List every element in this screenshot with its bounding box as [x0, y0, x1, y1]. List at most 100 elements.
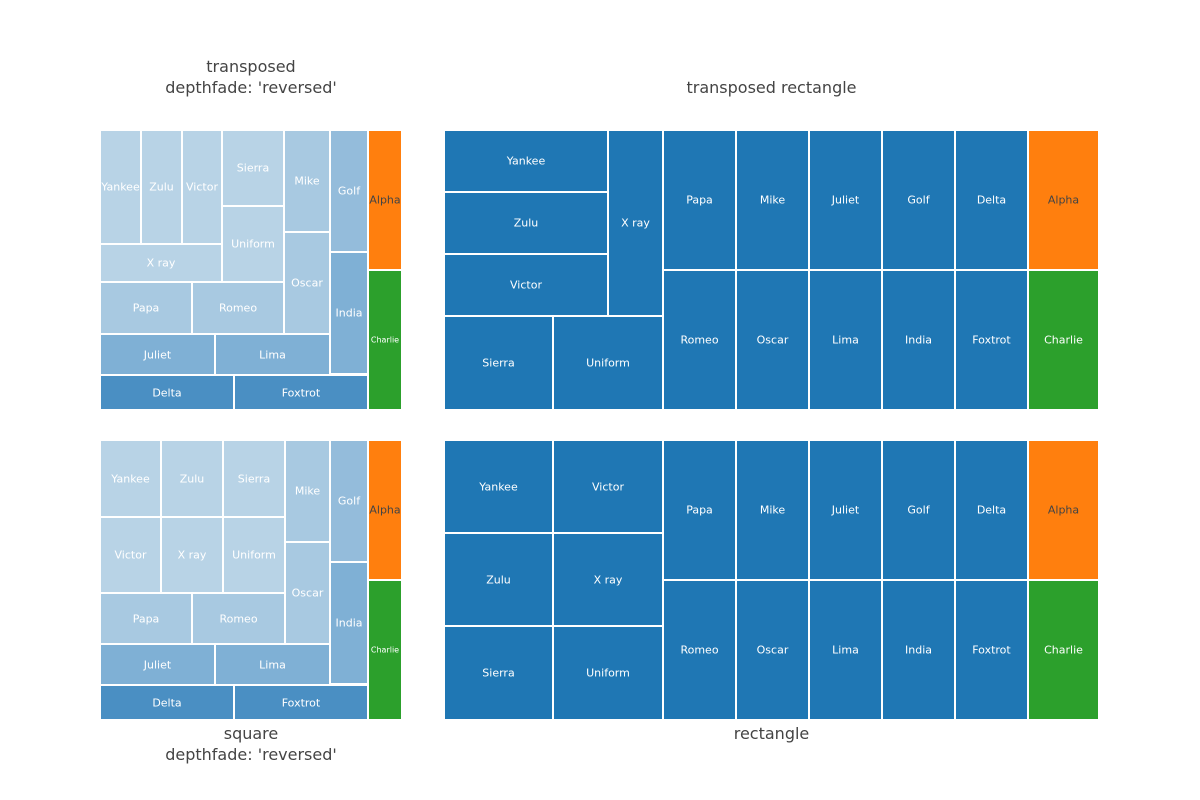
- treemap-tile-label: Lima: [259, 658, 286, 671]
- treemap-tile-mike[interactable]: Mike: [736, 440, 809, 580]
- treemap-tile-zulu[interactable]: Zulu: [444, 192, 608, 254]
- treemap-tile-romeo[interactable]: Romeo: [663, 270, 736, 410]
- treemap-tile-charlie[interactable]: Charlie: [1028, 580, 1099, 720]
- treemap-tile-foxtrot[interactable]: Foxtrot: [234, 685, 368, 720]
- treemap-tile-india[interactable]: India: [330, 252, 368, 374]
- treemap-tile-oscar[interactable]: Oscar: [736, 270, 809, 410]
- chart-title-top-left-line1: transposed: [206, 57, 296, 76]
- treemap-tile-delta[interactable]: Delta: [955, 440, 1028, 580]
- treemap-tile-sierra[interactable]: Sierra: [223, 440, 285, 517]
- treemap-tile-oscar[interactable]: Oscar: [284, 232, 330, 334]
- treemap-tile-uniform[interactable]: Uniform: [553, 626, 663, 720]
- treemap-tile-juliet[interactable]: Juliet: [809, 440, 882, 580]
- treemap-tile-alpha[interactable]: Alpha: [1028, 440, 1099, 580]
- treemap-tile-india[interactable]: India: [882, 580, 955, 720]
- treemap-tile-juliet[interactable]: Juliet: [100, 334, 215, 375]
- treemap-tile-papa[interactable]: Papa: [100, 593, 192, 644]
- treemap-tile-delta[interactable]: Delta: [100, 375, 234, 410]
- treemap-tile-foxtrot[interactable]: Foxtrot: [955, 270, 1028, 410]
- treemap-tile-label: Uniform: [586, 356, 630, 370]
- treemap-tile-yankee[interactable]: Yankee: [100, 130, 141, 244]
- treemap-tile-golf[interactable]: Golf: [330, 440, 368, 562]
- treemap-tile-label: Charlie: [1044, 643, 1083, 657]
- treemap-tile-lima[interactable]: Lima: [215, 644, 330, 685]
- treemap-tile-juliet[interactable]: Juliet: [809, 130, 882, 270]
- treemap-tile-yankee[interactable]: Yankee: [444, 130, 608, 192]
- chart-title-top-right: transposed rectangle: [444, 77, 1099, 98]
- treemap-tile-x-ray[interactable]: X ray: [608, 130, 663, 316]
- treemap-tile-label: Golf: [337, 494, 361, 508]
- treemap-tile-papa[interactable]: Papa: [100, 282, 192, 334]
- treemap-tile-uniform[interactable]: Uniform: [553, 316, 663, 410]
- treemap-tile-foxtrot[interactable]: Foxtrot: [955, 580, 1028, 720]
- treemap-tile-label: Foxtrot: [972, 643, 1011, 657]
- treemap-tile-mike[interactable]: Mike: [285, 440, 330, 542]
- treemap-tile-oscar[interactable]: Oscar: [285, 542, 330, 644]
- treemap-tile-alpha[interactable]: Alpha: [368, 440, 402, 580]
- treemap-tile-golf[interactable]: Golf: [330, 130, 368, 252]
- treemap-tile-romeo[interactable]: Romeo: [192, 593, 285, 644]
- treemap-tile-label: Lima: [832, 643, 859, 657]
- treemap-tile-label: Papa: [132, 301, 160, 315]
- treemap-tile-x-ray[interactable]: X ray: [161, 517, 223, 593]
- treemap-tile-yankee[interactable]: Yankee: [444, 440, 553, 533]
- treemap-tile-uniform[interactable]: Uniform: [223, 517, 285, 593]
- treemap-tile-golf[interactable]: Golf: [882, 440, 955, 580]
- treemap-tile-yankee[interactable]: Yankee: [100, 440, 161, 517]
- chart-title-bottom-left: square depthfade: 'reversed': [100, 723, 402, 765]
- treemap-tile-victor[interactable]: Victor: [444, 254, 608, 316]
- treemap-tile-label: Sierra: [482, 356, 515, 370]
- treemap-tile-label: Victor: [510, 278, 542, 292]
- treemap-tile-sierra[interactable]: Sierra: [444, 626, 553, 720]
- treemap-tile-label: Juliet: [831, 193, 860, 207]
- treemap-tile-delta[interactable]: Delta: [955, 130, 1028, 270]
- treemap-tile-victor[interactable]: Victor: [553, 440, 663, 533]
- treemap-tile-label: Charlie: [370, 335, 400, 345]
- treemap-tile-x-ray[interactable]: X ray: [100, 244, 222, 282]
- treemap-tile-lima[interactable]: Lima: [809, 270, 882, 410]
- treemap-tile-label: India: [335, 616, 363, 630]
- treemap-tile-zulu[interactable]: Zulu: [444, 533, 553, 626]
- treemap-tile-label: Zulu: [513, 216, 539, 230]
- treemap-tile-delta[interactable]: Delta: [100, 685, 234, 720]
- treemap-tile-mike[interactable]: Mike: [284, 130, 330, 232]
- treemap-tile-label: Romeo: [219, 612, 258, 625]
- treemap-tile-charlie[interactable]: Charlie: [368, 580, 402, 720]
- treemap-tile-zulu[interactable]: Zulu: [141, 130, 182, 244]
- treemap-tile-label: Golf: [337, 184, 361, 198]
- treemap-tile-romeo[interactable]: Romeo: [663, 580, 736, 720]
- treemap-tile-uniform[interactable]: Uniform: [222, 206, 284, 282]
- treemap-tile-india[interactable]: India: [882, 270, 955, 410]
- chart-title-bottom-right-line1: rectangle: [733, 724, 810, 743]
- treemap-tile-romeo[interactable]: Romeo: [192, 282, 284, 334]
- treemap-tile-sierra[interactable]: Sierra: [444, 316, 553, 410]
- treemap-tile-label: Charlie: [370, 645, 400, 655]
- treemap-tile-mike[interactable]: Mike: [736, 130, 809, 270]
- treemap-tile-x-ray[interactable]: X ray: [553, 533, 663, 626]
- treemap-tile-lima[interactable]: Lima: [215, 334, 330, 375]
- treemap-tile-india[interactable]: India: [330, 562, 368, 684]
- treemap-tile-label: Juliet: [143, 348, 172, 361]
- treemap-tile-alpha[interactable]: Alpha: [1028, 130, 1099, 270]
- treemap-tile-alpha[interactable]: Alpha: [368, 130, 402, 270]
- treemap-tile-label: Golf: [907, 503, 930, 517]
- treemap-tile-label: Sierra: [236, 161, 270, 175]
- chart-title-bottom-left-line1: square: [223, 724, 279, 743]
- treemap-tile-juliet[interactable]: Juliet: [100, 644, 215, 685]
- treemap-tile-victor[interactable]: Victor: [100, 517, 161, 593]
- treemap-tile-golf[interactable]: Golf: [882, 130, 955, 270]
- treemap-tile-victor[interactable]: Victor: [182, 130, 222, 244]
- treemap-tile-oscar[interactable]: Oscar: [736, 580, 809, 720]
- treemap-tile-label: Lima: [259, 348, 286, 361]
- treemap-tile-zulu[interactable]: Zulu: [161, 440, 223, 517]
- treemap-tile-label: India: [905, 643, 932, 657]
- treemap-tile-charlie[interactable]: Charlie: [1028, 270, 1099, 410]
- treemap-tile-label: Yankee: [479, 480, 518, 493]
- treemap-tile-lima[interactable]: Lima: [809, 580, 882, 720]
- treemap-tile-sierra[interactable]: Sierra: [222, 130, 284, 206]
- treemap-tile-papa[interactable]: Papa: [663, 130, 736, 270]
- treemap-tile-label: Yankee: [506, 154, 546, 168]
- treemap-tile-foxtrot[interactable]: Foxtrot: [234, 375, 368, 410]
- treemap-tile-charlie[interactable]: Charlie: [368, 270, 402, 410]
- treemap-tile-papa[interactable]: Papa: [663, 440, 736, 580]
